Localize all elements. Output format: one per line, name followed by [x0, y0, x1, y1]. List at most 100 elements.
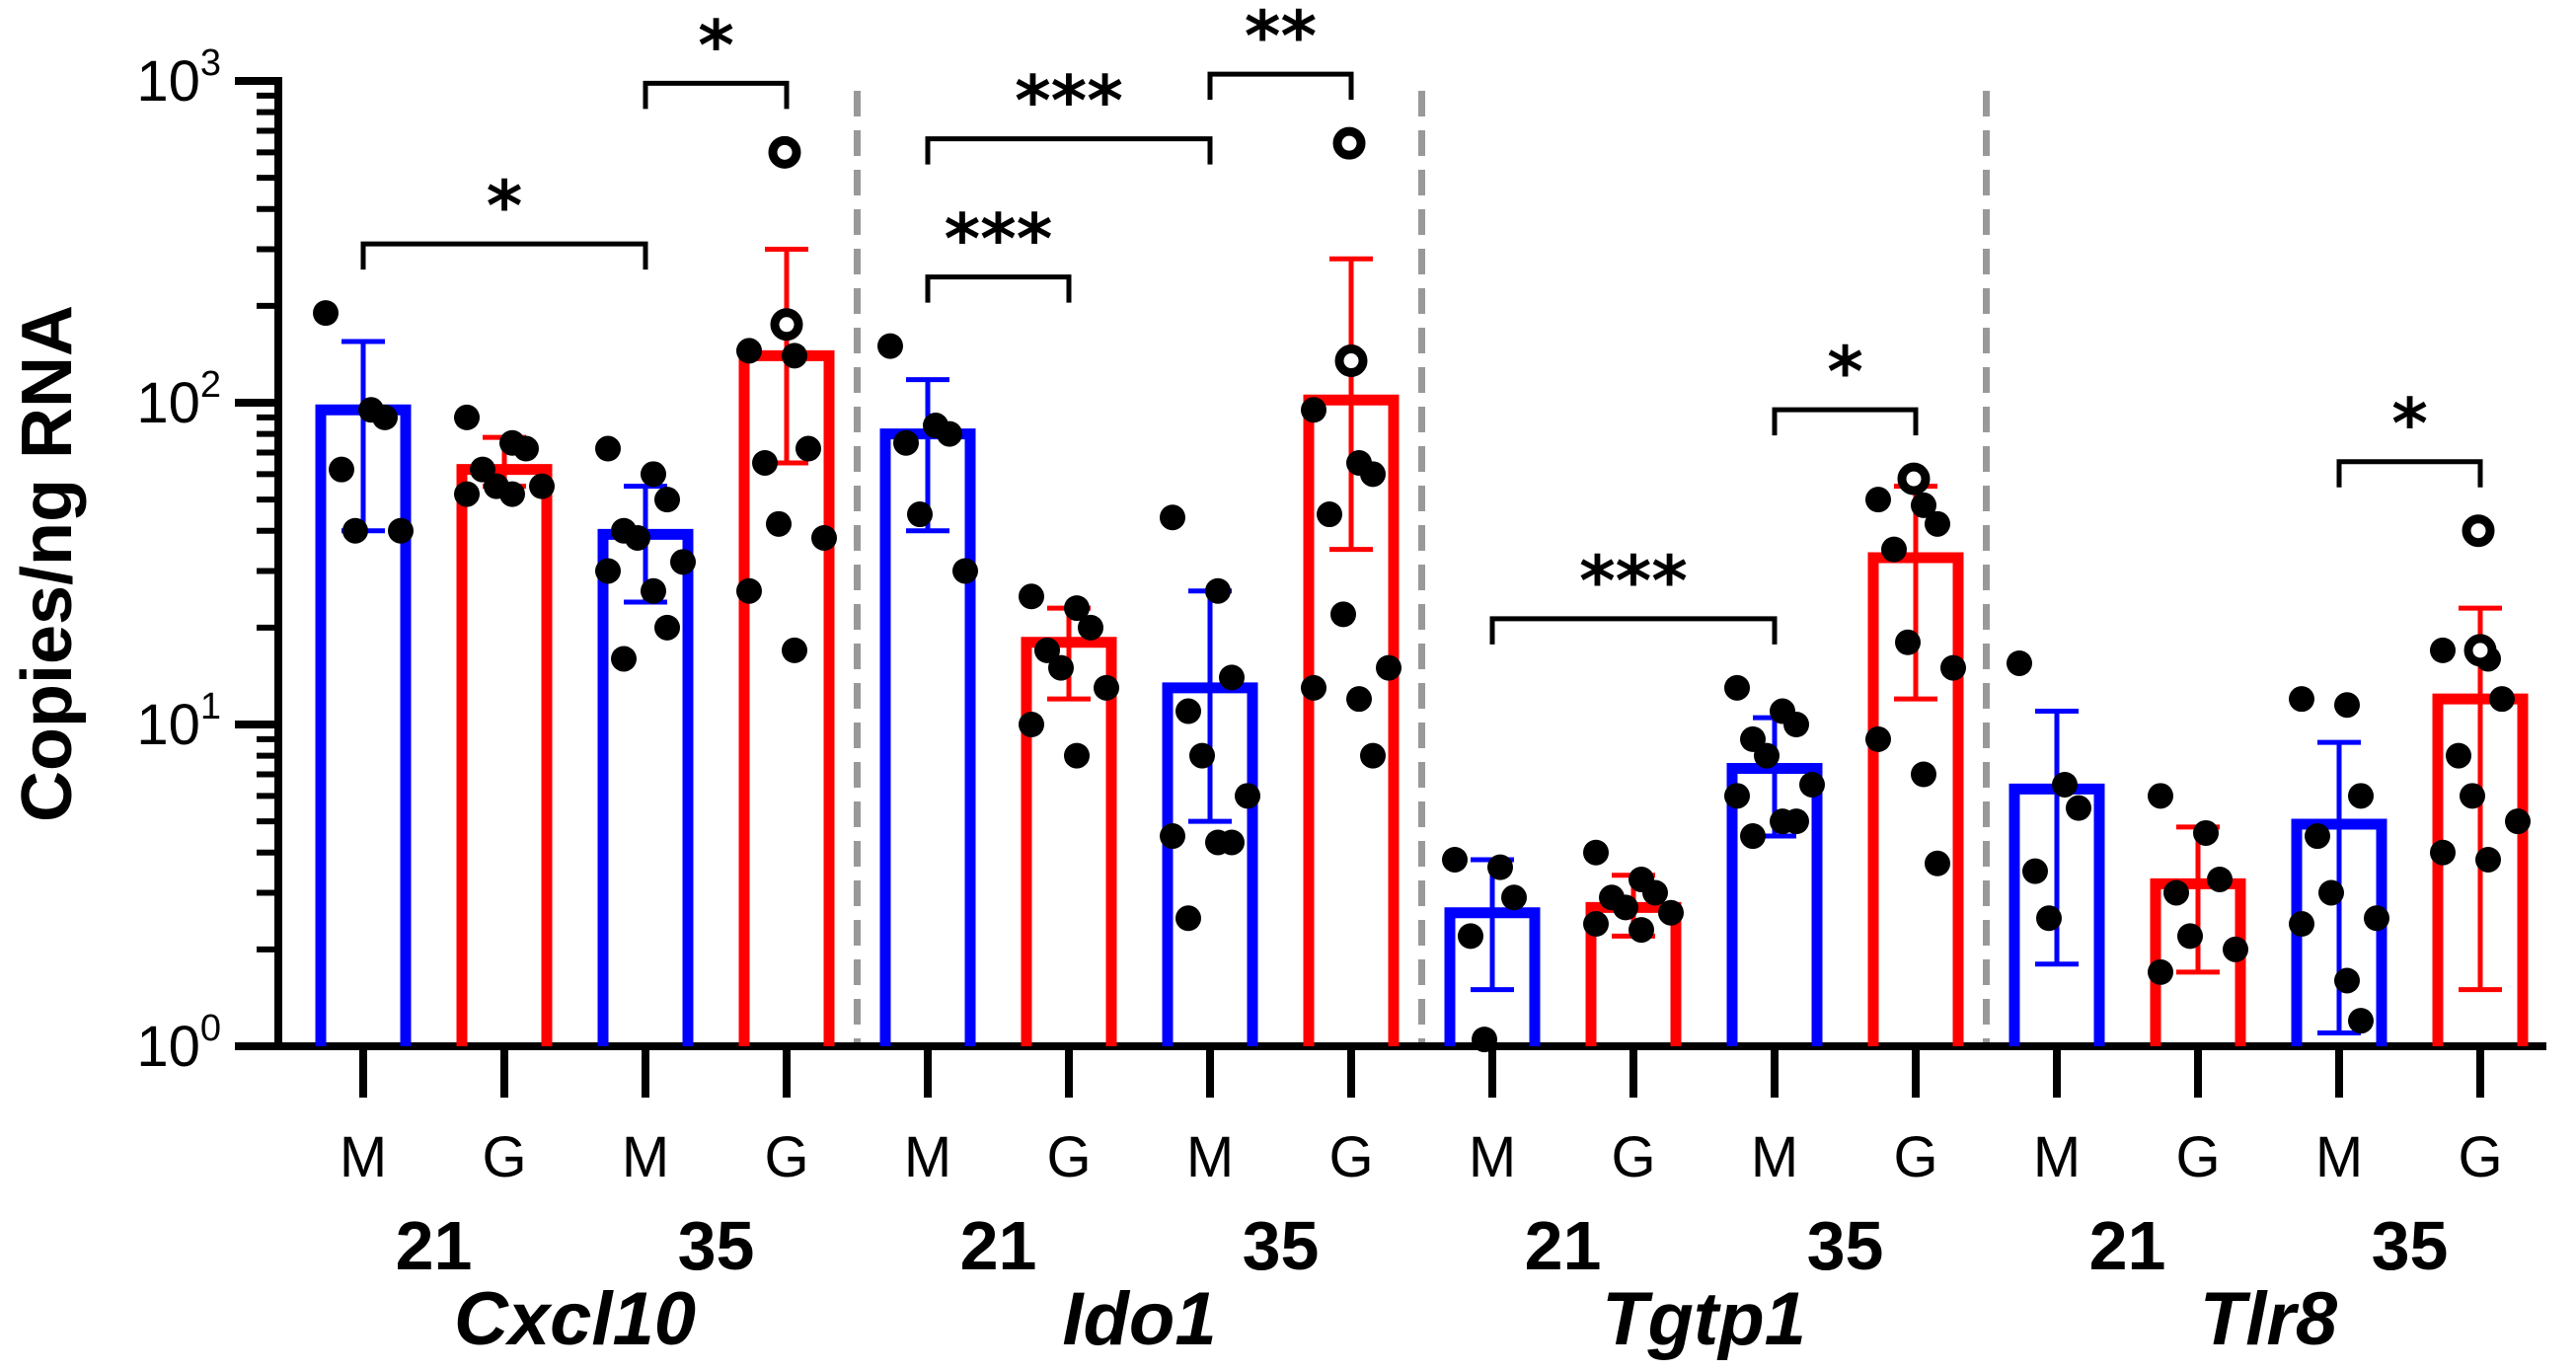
significance-stars: * [698, 5, 734, 86]
day-label: 21 [1525, 1207, 1602, 1284]
significance-bracket [1772, 407, 1919, 436]
data-point [2318, 879, 2344, 906]
data-point [907, 501, 933, 528]
y-tick-base: 10 [136, 1015, 200, 1079]
data-point [1376, 654, 1402, 681]
data-point [782, 343, 807, 369]
data-point [811, 524, 837, 551]
data-point [2489, 686, 2515, 713]
data-point [1865, 487, 1891, 513]
data-point [2036, 905, 2062, 932]
y-tick-base: 10 [136, 693, 200, 757]
data-point [1865, 725, 1891, 752]
data-point-open [1332, 126, 1366, 160]
x-category-label: M [340, 1125, 387, 1189]
data-point [641, 461, 666, 488]
data-point [1317, 501, 1342, 528]
data-point [1881, 536, 1907, 563]
data-point [595, 435, 621, 462]
data-point [782, 637, 807, 663]
gene-label: Ido1 [1062, 1277, 1216, 1361]
data-point [1346, 686, 1372, 713]
data-point [313, 300, 339, 327]
day-label: 35 [2372, 1207, 2449, 1284]
data-point [1895, 629, 1921, 655]
x-category-label: G [2175, 1125, 2220, 1189]
data-point [877, 333, 903, 359]
data-point [1219, 829, 1245, 856]
data-point [796, 435, 821, 462]
x-category-label: M [2315, 1125, 2363, 1189]
data-point [2052, 771, 2078, 798]
significance-bracket [1207, 71, 1354, 101]
data-point [1301, 674, 1326, 701]
x-category-label: G [1328, 1125, 1373, 1189]
significance-stars: * [1827, 332, 1863, 413]
x-category-label: M [1751, 1125, 1798, 1189]
data-point [1724, 674, 1750, 701]
data-point [1034, 637, 1060, 663]
x-category-label: M [904, 1125, 951, 1189]
data-point [2148, 783, 2173, 809]
x-category-label: G [2458, 1125, 2502, 1189]
y-tick-base: 10 [136, 371, 200, 435]
data-point-open [2463, 634, 2497, 667]
y-tick-base: 10 [136, 49, 200, 114]
day-label: 21 [396, 1207, 473, 1284]
y-tick-label: 102 [136, 364, 221, 435]
significance-stars: *** [1015, 61, 1123, 142]
data-point-open [1334, 344, 1368, 378]
data-point [736, 577, 762, 604]
y-tick-exponent: 2 [200, 364, 221, 406]
data-point-open [768, 135, 801, 169]
data-point [329, 456, 354, 483]
data-point-open [1897, 462, 1931, 495]
data-point [2430, 839, 2456, 866]
gene-label: Cxcl10 [454, 1277, 696, 1361]
x-category-label: G [1046, 1125, 1091, 1189]
data-point [1205, 577, 1231, 604]
significance-stars: * [2391, 384, 2428, 465]
y-tick-label: 101 [136, 686, 221, 757]
data-point [2460, 783, 2485, 809]
data-point [1235, 783, 1260, 809]
data-point [625, 524, 650, 551]
data-point [1189, 742, 1215, 769]
data-point [2334, 967, 2360, 994]
data-point [2022, 858, 2048, 884]
data-point [2364, 905, 2389, 932]
day-label: 35 [1243, 1207, 1320, 1284]
data-point [2334, 692, 2360, 719]
data-point [1940, 654, 1966, 681]
data-point [1501, 884, 1527, 911]
data-point [2066, 795, 2091, 821]
data-point [1583, 911, 1609, 938]
significance-stars: ** [1245, 0, 1317, 77]
data-point [2223, 936, 2248, 962]
y-axis-title: Copies/ng RNA [8, 305, 87, 822]
data-point [937, 420, 962, 447]
data-point [513, 435, 539, 462]
gene-label: Tlr8 [2200, 1277, 2338, 1361]
day-label: 35 [1807, 1207, 1884, 1284]
data-point [2289, 911, 2314, 938]
bar-ido1-G21 [1021, 637, 1117, 1046]
data-point [1724, 783, 1750, 809]
x-category-label: M [2033, 1125, 2081, 1189]
y-tick-exponent: 3 [200, 42, 221, 84]
data-point [2193, 819, 2219, 846]
data-point [1911, 492, 1936, 518]
x-category-label: G [764, 1125, 808, 1189]
bar-cxcl10-M35 [597, 528, 694, 1046]
x-category-label: M [622, 1125, 669, 1189]
data-point [2305, 823, 2330, 850]
data-point [1658, 899, 1684, 926]
significance-bracket [1489, 616, 1778, 645]
data-point [1064, 595, 1090, 622]
data-point [2348, 1008, 2374, 1034]
data-point [641, 577, 666, 604]
data-point [529, 473, 555, 499]
significance-stars: *** [945, 199, 1053, 280]
data-point [654, 487, 680, 513]
